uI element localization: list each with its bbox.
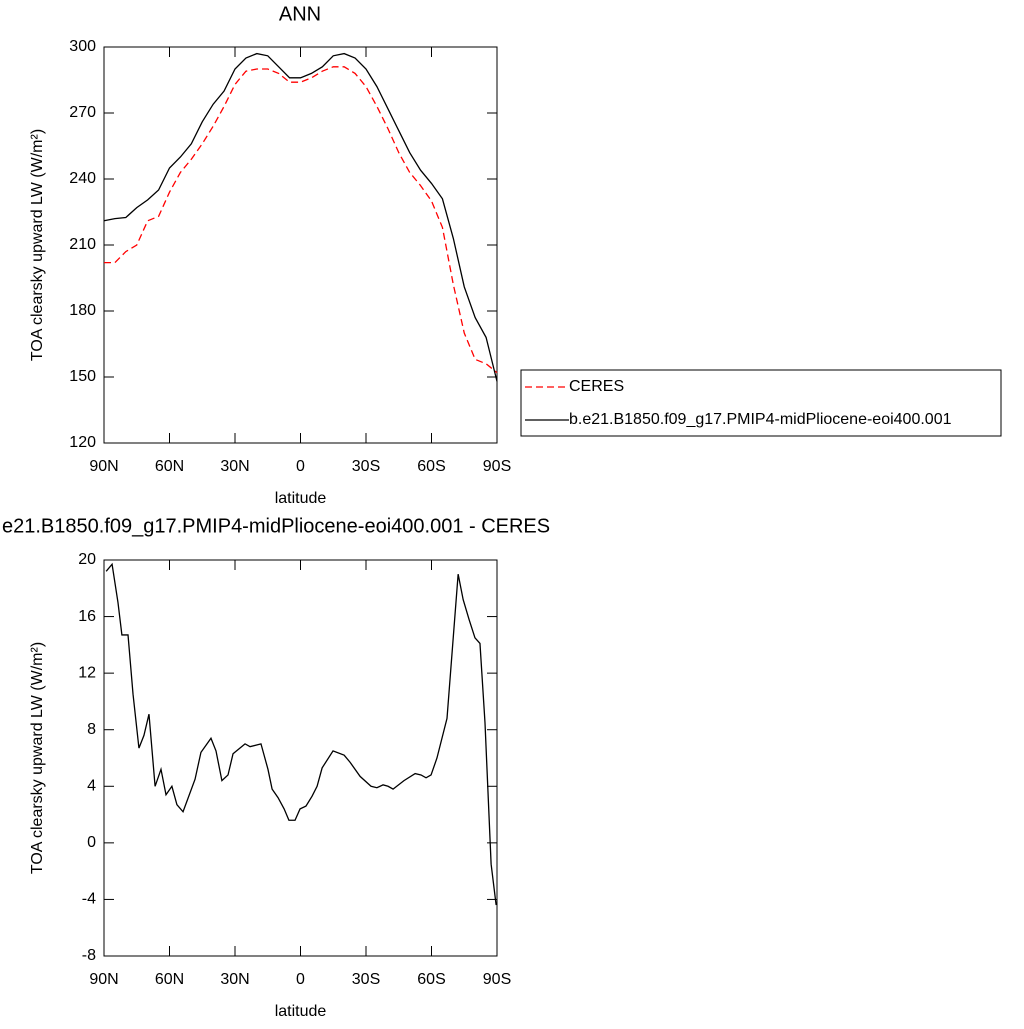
x-tick-label: 0 [296, 971, 305, 988]
x-tick-label: 90N [89, 458, 118, 475]
data-line [105, 562, 497, 906]
x-tick-label: 60N [155, 458, 184, 475]
legend-box [520, 369, 1002, 437]
y-tick-label: 12 [78, 664, 96, 681]
x-tick-label: 90N [89, 971, 118, 988]
x-tick-label: 30S [352, 458, 380, 475]
x-tick-label: 30N [220, 971, 249, 988]
x-tick-label: 60S [417, 458, 445, 475]
y-tick-label: 8 [87, 721, 96, 738]
y-tick-label: 20 [78, 551, 96, 568]
x-tick-label: 60S [417, 971, 445, 988]
data-line [104, 66, 498, 374]
y-axis-label: TOA clearsky upward LW (W/m²) [29, 129, 46, 361]
legend-label: CERES [569, 378, 624, 395]
y-tick-label: 300 [69, 38, 96, 55]
plot-frame [103, 46, 498, 444]
y-tick-label: 16 [78, 608, 96, 625]
x-axis-label: latitude [275, 490, 327, 507]
y-tick-label: -4 [82, 891, 96, 908]
y-tick-label: -8 [82, 947, 96, 964]
x-tick-label: 60N [155, 971, 184, 988]
x-tick-label: 30N [220, 458, 249, 475]
x-tick-label: 30S [352, 971, 380, 988]
legend-label: b.e21.B1850.f09_g17.PMIP4-midPliocene-eo… [569, 411, 952, 428]
x-tick-label: 90S [483, 971, 511, 988]
y-axis-label: TOA clearsky upward LW (W/m²) [29, 642, 46, 874]
y-tick-label: 120 [69, 434, 96, 451]
y-tick-label: 180 [69, 302, 96, 319]
x-tick-label: 90S [483, 458, 511, 475]
x-axis-label: latitude [275, 1003, 327, 1020]
y-tick-label: 0 [87, 834, 96, 851]
y-tick-label: 270 [69, 104, 96, 121]
y-tick-label: 240 [69, 170, 96, 187]
chart-title: ANN [279, 3, 321, 25]
chart-title: e21.B1850.f09_g17.PMIP4-midPliocene-eoi4… [2, 515, 550, 537]
y-tick-label: 150 [69, 368, 96, 385]
x-tick-label: 0 [296, 458, 305, 475]
y-tick-label: 210 [69, 236, 96, 253]
y-tick-label: 4 [87, 778, 96, 795]
data-line [103, 52, 498, 382]
plot-frame [103, 559, 498, 957]
